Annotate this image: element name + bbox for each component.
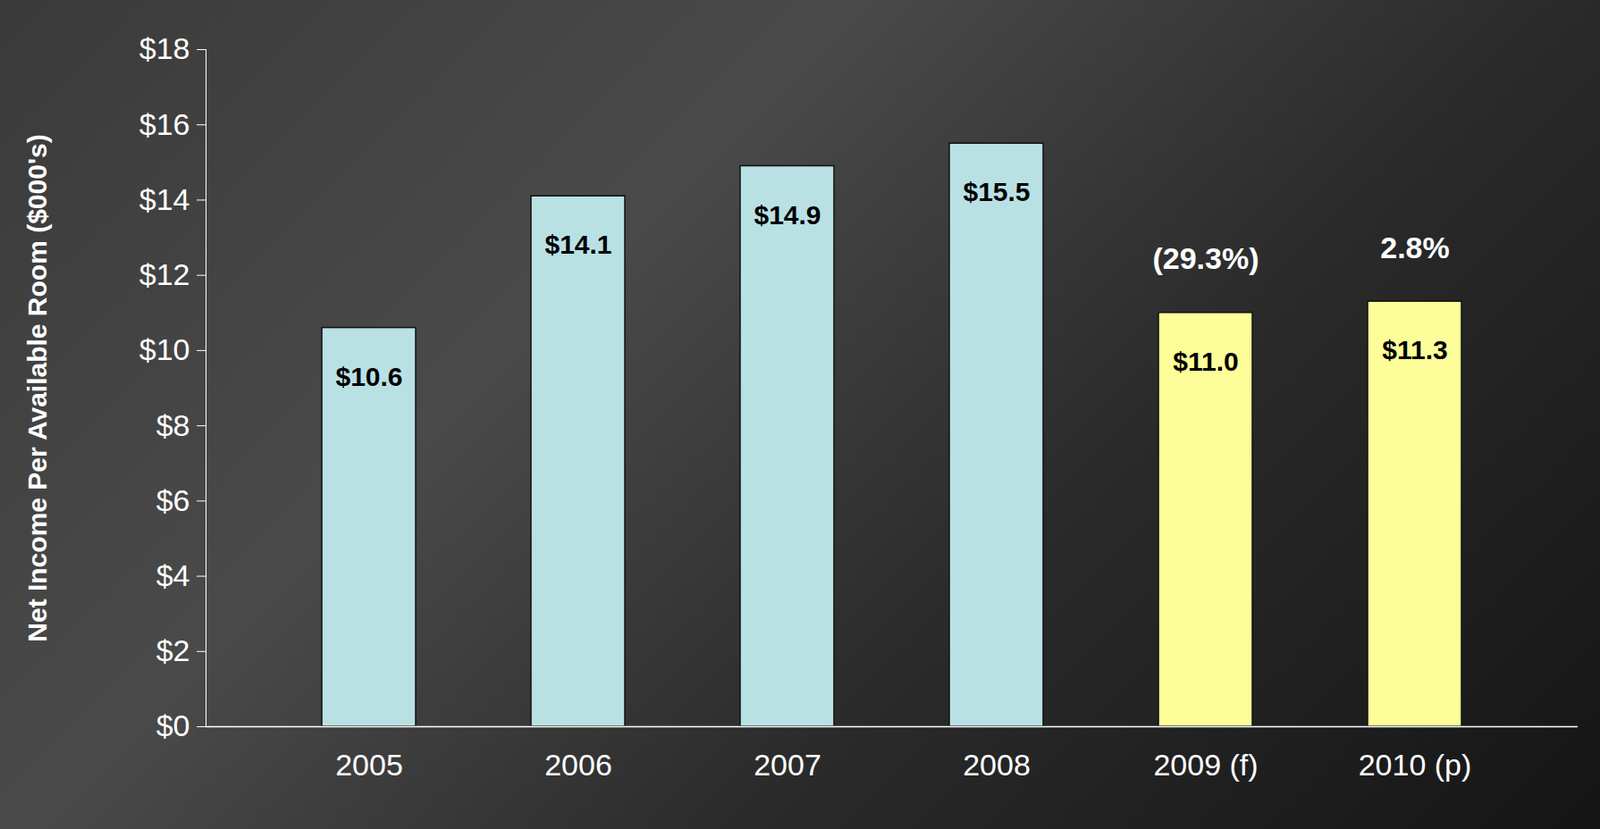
svg-text:$14.1: $14.1 <box>544 229 612 260</box>
svg-text:Net Income Per Available Room: Net Income Per Available Room ($000's) <box>22 134 52 642</box>
svg-text:$16: $16 <box>139 107 191 142</box>
svg-text:2010 (p): 2010 (p) <box>1358 748 1473 783</box>
svg-text:$6: $6 <box>156 483 191 518</box>
svg-text:$10.6: $10.6 <box>335 362 403 392</box>
svg-text:$12: $12 <box>139 257 191 292</box>
svg-text:2008: 2008 <box>962 748 1031 783</box>
svg-text:$15.5: $15.5 <box>962 176 1030 207</box>
svg-text:2005: 2005 <box>335 748 404 783</box>
svg-text:$0: $0 <box>156 708 191 743</box>
svg-text:$10: $10 <box>139 332 191 367</box>
svg-text:$4: $4 <box>156 558 191 593</box>
svg-text:2.8%: 2.8% <box>1380 230 1450 265</box>
svg-text:2007: 2007 <box>753 748 822 783</box>
svg-text:$18: $18 <box>139 31 191 66</box>
svg-text:$11.0: $11.0 <box>1172 346 1238 377</box>
svg-text:2009 (f): 2009 (f) <box>1153 748 1258 783</box>
svg-text:$14: $14 <box>139 182 191 217</box>
svg-text:2006: 2006 <box>544 748 613 783</box>
svg-text:$8: $8 <box>156 407 191 442</box>
svg-text:(29.3%): (29.3%) <box>1152 241 1259 276</box>
svg-text:$11.3: $11.3 <box>1381 335 1448 365</box>
svg-text:$14.9: $14.9 <box>753 200 821 230</box>
svg-text:$2: $2 <box>156 633 191 668</box>
